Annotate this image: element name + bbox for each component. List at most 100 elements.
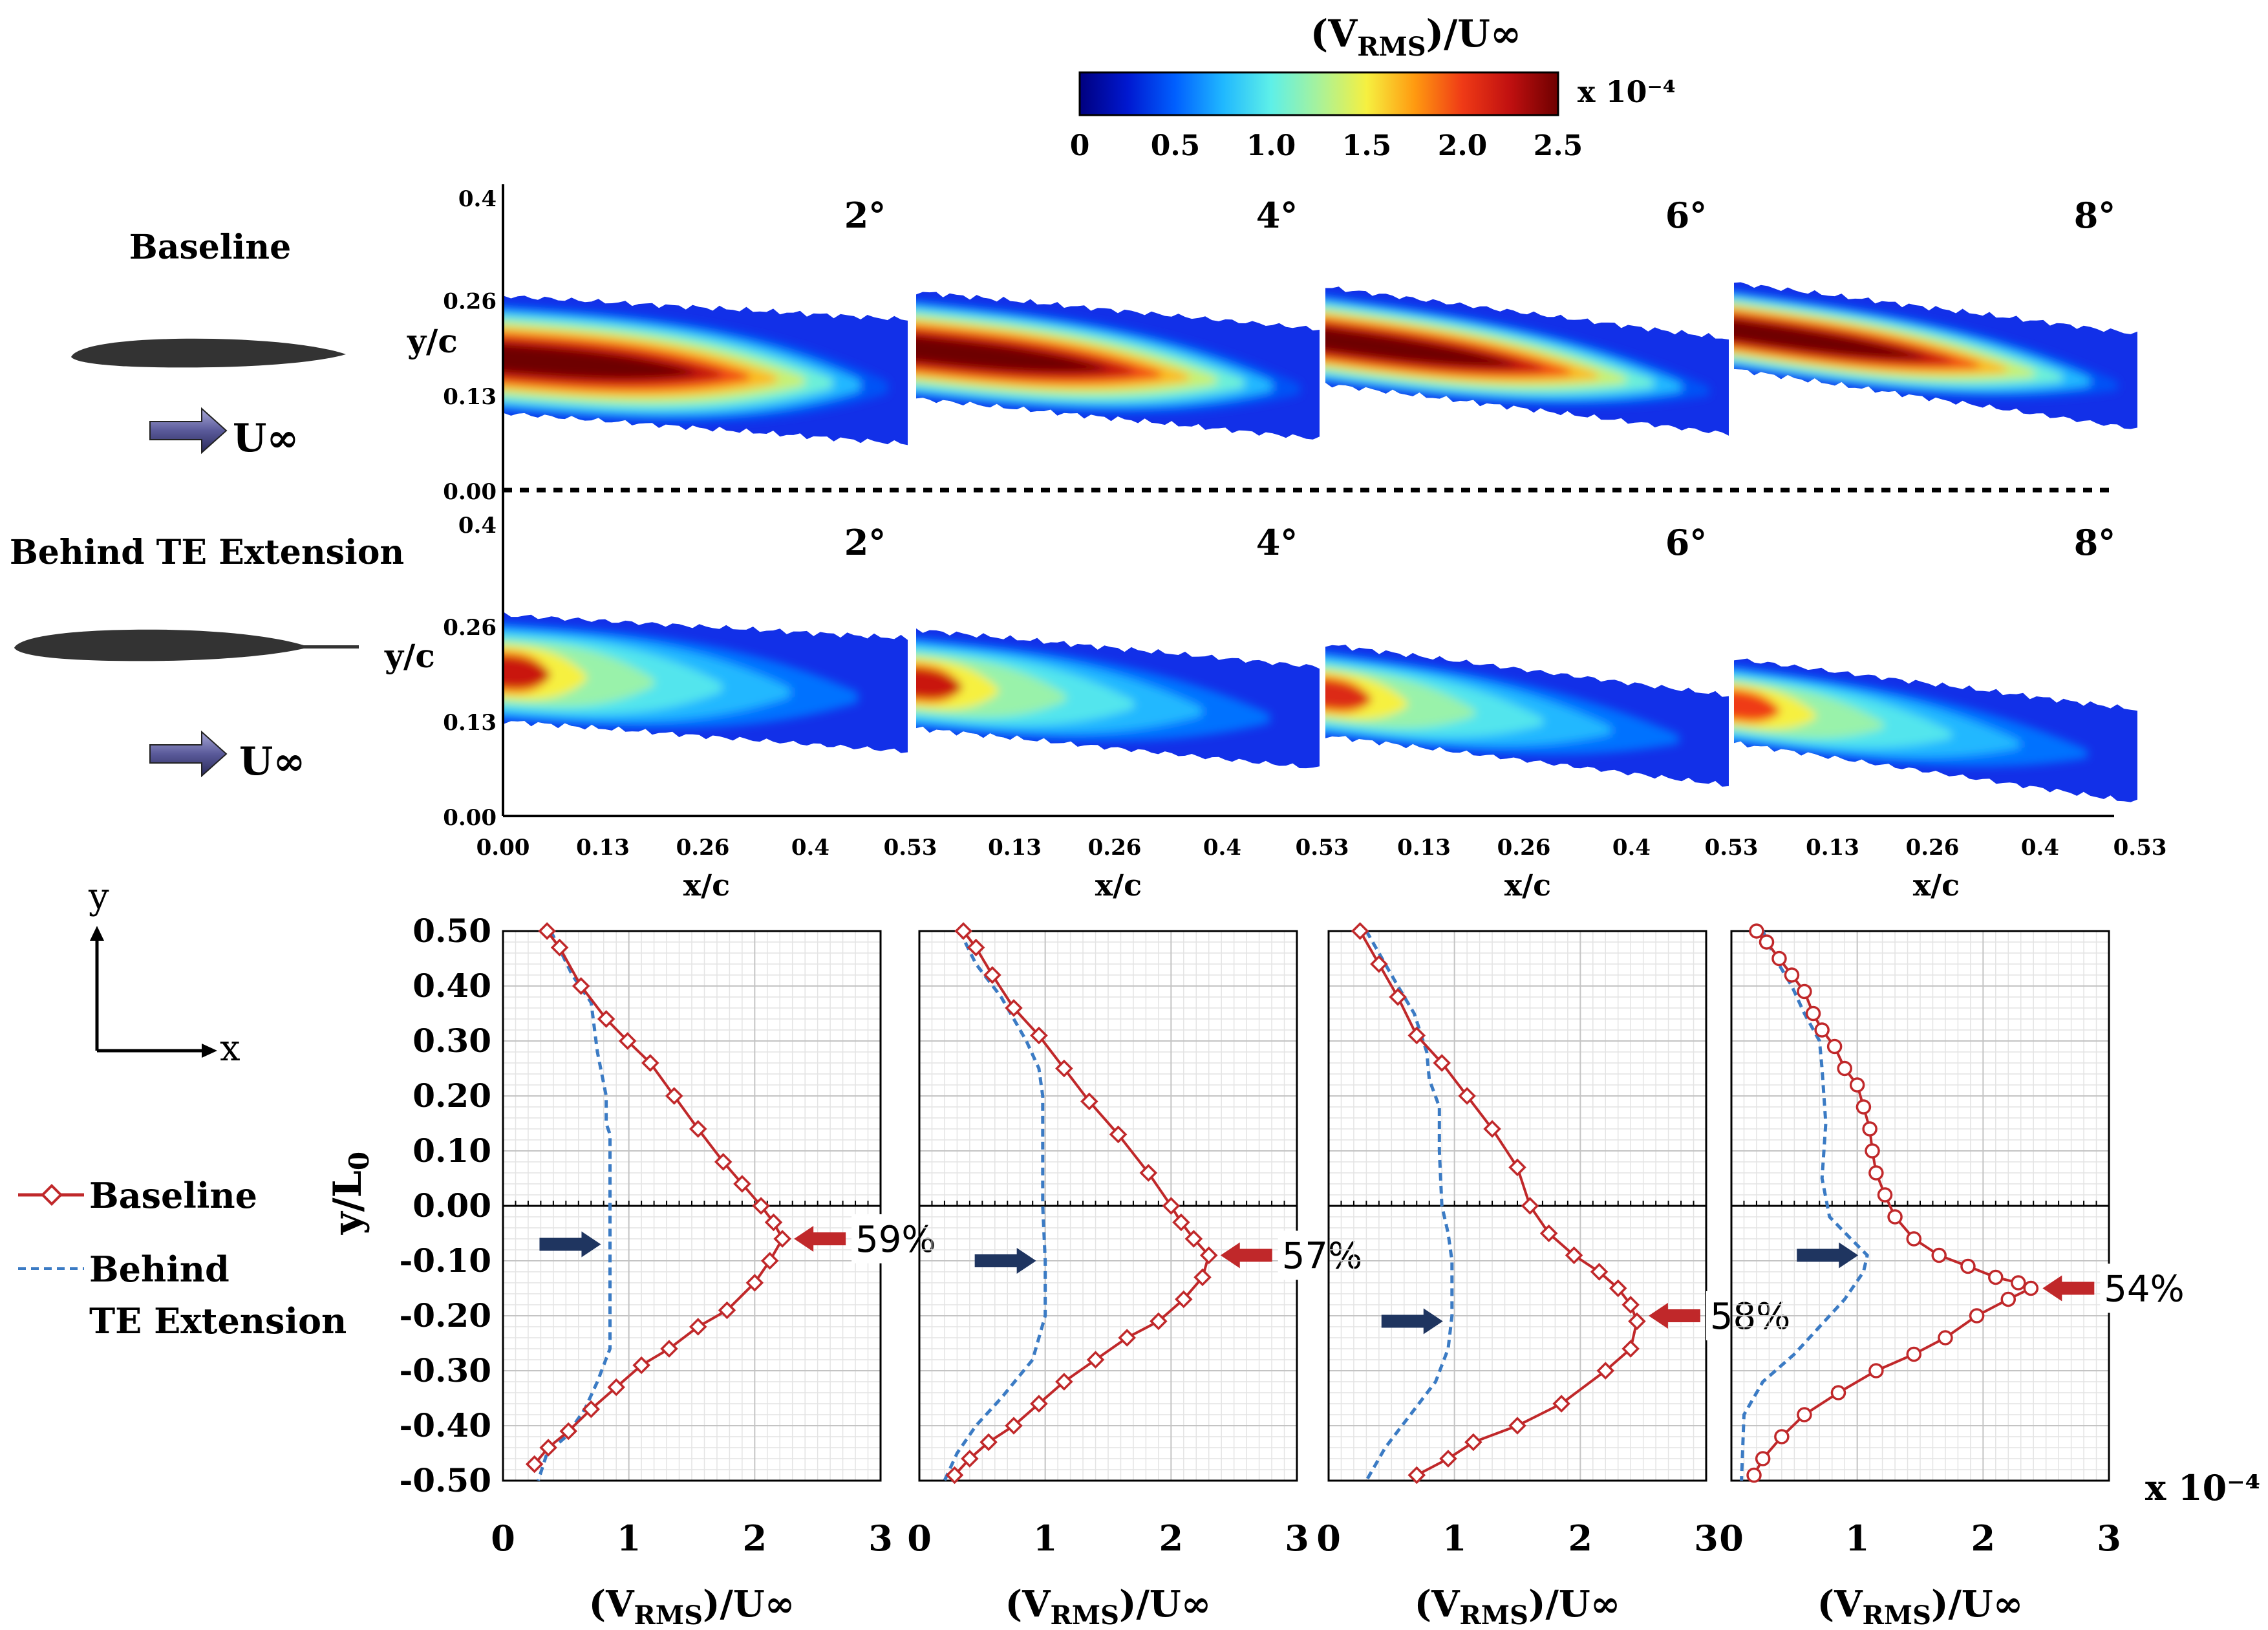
legend-extension-label-1: Behind bbox=[89, 1249, 230, 1290]
baseline-point bbox=[1797, 1407, 1812, 1422]
baseline-point bbox=[559, 1422, 578, 1441]
baseline-point bbox=[1030, 1026, 1048, 1045]
profile-x-label-end: )/U∞ bbox=[703, 1583, 795, 1625]
baseline-point bbox=[2023, 1280, 2039, 1296]
baseline-point bbox=[1938, 1330, 1953, 1346]
contour-x-tick: 0.26 bbox=[1497, 835, 1551, 861]
wake-level bbox=[1325, 680, 1372, 709]
profile-x-label-main: (V bbox=[1415, 1583, 1460, 1625]
baseline-point bbox=[773, 1230, 791, 1248]
reduction-label-bg bbox=[2100, 1263, 2198, 1313]
baseline-point bbox=[1162, 1197, 1181, 1215]
baseline-point bbox=[1407, 1466, 1426, 1485]
angle-label: 2° bbox=[844, 195, 886, 236]
contour-x-tick: 0.26 bbox=[1906, 835, 1960, 861]
legend: Baseline Behind TE Extension bbox=[18, 1175, 347, 1342]
wake-blur bbox=[1734, 290, 2118, 399]
baseline-point bbox=[1771, 950, 1787, 967]
baseline-peak-arrow bbox=[1220, 1242, 1272, 1269]
freestream-arrow-top: U∞ bbox=[149, 407, 299, 461]
extension-series-line bbox=[537, 930, 612, 1481]
contour-x-tick: 0.4 bbox=[1612, 835, 1651, 861]
baseline-point bbox=[1596, 1362, 1615, 1380]
baseline-series-line bbox=[1358, 930, 1638, 1477]
contour-y-label-bottom: y/c bbox=[384, 637, 435, 675]
colorbar-tick-label: 0 bbox=[1070, 129, 1090, 162]
axes-icon bbox=[95, 936, 206, 1053]
baseline-point bbox=[1389, 988, 1407, 1006]
contour-y-tick: 0.00 bbox=[443, 805, 497, 831]
baseline-point bbox=[689, 1120, 707, 1138]
contour-x-tick: 0.13 bbox=[1806, 835, 1859, 861]
baseline-point bbox=[632, 1356, 650, 1375]
baseline-series-line bbox=[1753, 930, 2035, 1476]
contour-x-tick: 0.13 bbox=[1397, 835, 1451, 861]
profile-charts: y/L0 x 10⁻⁴ 0.50 0.40 0.30 0.20 0.10 0.00 -0.1… bbox=[325, 912, 2260, 1630]
profile-x-label-sub: RMS bbox=[1863, 1600, 1931, 1630]
contour-angle-labels: 2° 4° 6° 8° 2° 4° 6° 8° bbox=[844, 195, 2116, 563]
baseline-point bbox=[525, 1455, 544, 1474]
legend-baseline-label: Baseline bbox=[89, 1175, 257, 1216]
profile-x-tick: 0 bbox=[907, 1517, 932, 1559]
wake-level bbox=[1734, 692, 1781, 720]
profile-x-tick: 1 bbox=[1442, 1517, 1467, 1559]
axes-icon-y-arrowhead bbox=[90, 926, 104, 941]
baseline-point bbox=[660, 1340, 678, 1358]
profile-x-label-end: )/U∞ bbox=[1119, 1583, 1211, 1625]
extension-airfoil bbox=[14, 629, 359, 661]
contour-ticks: 0.4 0.26 0.13 0.00 0.4 0.26 0.13 0.00 0.00 0.13 0.… bbox=[443, 186, 2166, 903]
baseline-series-line bbox=[533, 930, 784, 1465]
baseline-point bbox=[1118, 1329, 1136, 1347]
baseline-point bbox=[1109, 1125, 1128, 1144]
baseline-point bbox=[1805, 1005, 1821, 1022]
wake-blur bbox=[1734, 666, 2088, 767]
extension-row-label: Behind TE Extension bbox=[10, 533, 404, 572]
profile-x-label-sub: RMS bbox=[1051, 1600, 1119, 1630]
profile-x-tick: 1 bbox=[1845, 1517, 1870, 1559]
baseline-point bbox=[1609, 1279, 1627, 1298]
baseline-row-label: Baseline bbox=[129, 228, 291, 267]
baseline-point bbox=[1837, 1060, 1852, 1077]
baseline-point bbox=[1830, 1385, 1846, 1400]
profile-x-tick: 2 bbox=[1568, 1517, 1593, 1559]
profile-panel-2: 0 1 2 3 (VRMS)/U∞ 57% bbox=[907, 922, 1375, 1630]
wake-blur bbox=[1325, 294, 1709, 407]
profile-y-tick: 0.20 bbox=[412, 1077, 491, 1115]
contour-y-tick: 0.00 bbox=[443, 479, 497, 505]
contour-x-tick: 0.53 bbox=[1296, 835, 1349, 861]
baseline-point bbox=[1005, 1417, 1023, 1435]
colorbar-title: (VRMS)/U∞ bbox=[1311, 12, 1521, 62]
baseline-point bbox=[1539, 1224, 1558, 1243]
reduction-label: 57% bbox=[1282, 1236, 1362, 1278]
colorbar-tick-label: 2.0 bbox=[1438, 129, 1488, 162]
baseline-peak-arrow bbox=[794, 1226, 846, 1252]
profile-y-label: y/L0 bbox=[325, 1152, 375, 1235]
baseline-point bbox=[733, 1175, 751, 1193]
baseline-point bbox=[1175, 1290, 1193, 1309]
wake-layers bbox=[504, 623, 859, 729]
baseline-point bbox=[538, 922, 556, 940]
baseline-point bbox=[1931, 1247, 1947, 1263]
baseline-point bbox=[1746, 1467, 1762, 1483]
wake-blur bbox=[916, 637, 1270, 741]
profile-multiplier: x 10⁻⁴ bbox=[2145, 1467, 2260, 1508]
profile-x-tick: 3 bbox=[2097, 1517, 2121, 1559]
baseline-point bbox=[607, 1378, 625, 1397]
contour-y-tick: 0.26 bbox=[443, 289, 497, 315]
baseline-point bbox=[1407, 1026, 1426, 1045]
wake-level bbox=[916, 667, 963, 699]
baseline-point bbox=[1433, 1054, 1451, 1072]
baseline-point bbox=[1774, 1429, 1790, 1444]
wake-layers bbox=[1325, 294, 1709, 407]
contour-x-tick: 0.26 bbox=[676, 835, 730, 861]
baseline-point bbox=[1370, 955, 1388, 973]
contour-x-label: x/c bbox=[683, 868, 730, 903]
baseline-point bbox=[1628, 1312, 1646, 1331]
extension-arrow bbox=[974, 1248, 1036, 1274]
profile-y-ticks: 0.50 0.40 0.30 0.20 0.10 0.00 -0.10 -0.20 -0.30 -… bbox=[399, 912, 491, 1499]
contour-x-tick: 0.4 bbox=[791, 835, 829, 861]
baseline-point bbox=[1797, 983, 1812, 1000]
baseline-point bbox=[1565, 1246, 1583, 1265]
freestream-label-top: U∞ bbox=[233, 416, 299, 461]
